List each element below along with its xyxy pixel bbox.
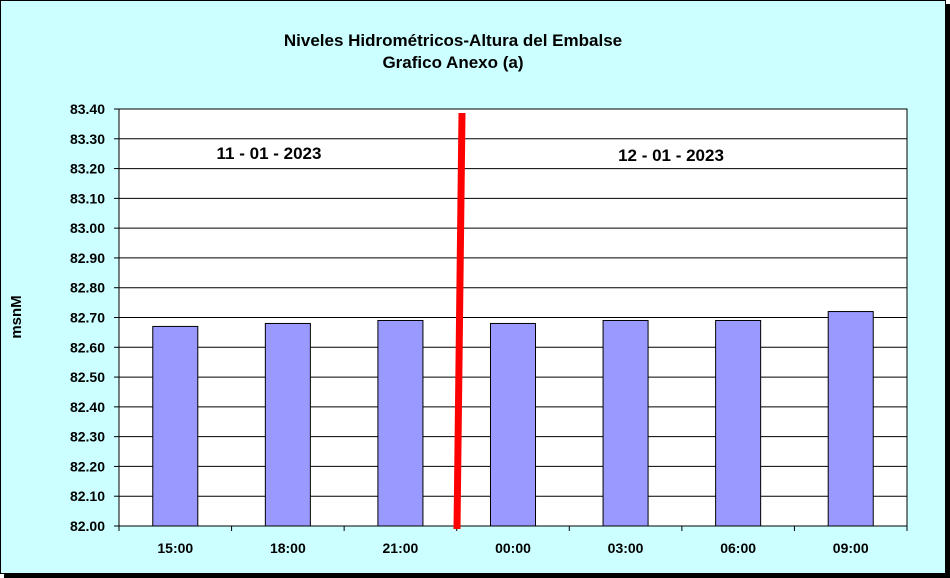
- x-tick-label: 00:00: [495, 540, 531, 556]
- y-tick-label: 82.60: [70, 339, 105, 355]
- bar: [377, 319, 424, 527]
- chart-subtitle: Grafico Anexo (a): [382, 53, 523, 72]
- day-divider-line: [453, 112, 466, 530]
- y-tick-layer: 82.00 82.10 82.20 82.30 82.40 82.50 82.60 82.70…: [70, 101, 105, 534]
- date-annotation-left: 11 - 01 - 2023: [217, 144, 322, 163]
- y-tick-label: 83.40: [70, 101, 105, 117]
- bar: [827, 311, 874, 527]
- x-tick-layer: 15:00 18:00 21:00 00:00 03:00 06:00 09:00: [157, 540, 868, 556]
- y-tick-label: 83.00: [70, 220, 105, 236]
- y-tick-label: 83.20: [70, 161, 105, 177]
- y-tick-label: 82.80: [70, 280, 105, 296]
- y-tick-label: 82.20: [70, 458, 105, 474]
- y-tick-label: 83.10: [70, 190, 105, 206]
- y-tick-label: 82.00: [70, 518, 105, 534]
- y-tick-label: 82.40: [70, 399, 105, 415]
- x-tick-label: 09:00: [833, 540, 869, 556]
- y-tick-label: 82.70: [70, 310, 105, 326]
- x-tick-label: 03:00: [608, 540, 644, 556]
- y-tick-label: 82.10: [70, 488, 105, 504]
- y-tick-label: 82.90: [70, 250, 105, 266]
- date-annotation-right: 12 - 01 - 2023: [618, 146, 724, 165]
- y-axis-label: msnM: [8, 295, 25, 338]
- x-tick-label: 21:00: [383, 540, 419, 556]
- x-tick-label: 15:00: [157, 540, 193, 556]
- y-tick-label: 83.30: [70, 131, 105, 147]
- y-tick-label: 82.50: [70, 369, 105, 385]
- bar: [152, 325, 199, 527]
- bar: [489, 322, 537, 527]
- x-tick-label: 18:00: [270, 540, 306, 556]
- x-tick-label: 06:00: [720, 540, 756, 556]
- bar: [715, 319, 762, 527]
- chart-title: Niveles Hidrométricos-Altura del Embalse: [284, 31, 622, 50]
- bar: [602, 319, 649, 527]
- bar-layer: [152, 311, 874, 527]
- bar: [264, 322, 311, 527]
- y-tick-label: 82.30: [70, 429, 105, 445]
